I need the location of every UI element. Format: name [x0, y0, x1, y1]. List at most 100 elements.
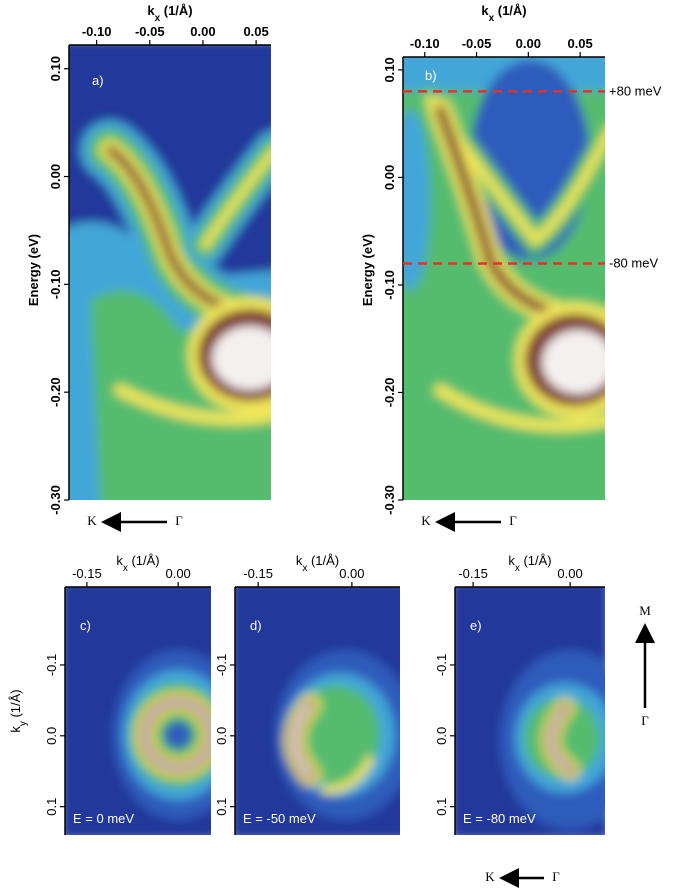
intensity [143, 700, 211, 770]
axis-title: Energy (eV) [26, 234, 41, 306]
x-tick-label: 0.00 [165, 566, 190, 581]
axis-title: Energy (eV) [360, 234, 375, 306]
axis-title-part: k [508, 553, 515, 568]
axis-title-part: k [481, 3, 489, 18]
plot-area [455, 587, 605, 835]
panel-label: b) [425, 68, 437, 83]
axis-title-part: k [116, 553, 123, 568]
axis-title: kx (1/Å) [481, 3, 526, 24]
y-tick-label: -0.1 [434, 654, 449, 676]
intensity-map [403, 57, 605, 500]
axis-title: kx (1/Å) [296, 553, 339, 574]
energy-label: E = -50 meV [243, 811, 316, 826]
direction-label: Γ [552, 869, 560, 884]
y-tick-label: -0.10 [382, 270, 397, 300]
intensity [542, 330, 605, 394]
axis-title-part: (1/Å) [160, 3, 193, 18]
direction-label: M [639, 603, 651, 618]
axis-title-part: (1/Å) [494, 3, 527, 18]
y-tick-label: -0.20 [382, 378, 397, 408]
y-tick-label: 0.0 [44, 727, 59, 745]
axis-title: kx (1/Å) [147, 3, 192, 24]
x-tick-label: 0.00 [557, 566, 582, 581]
energy-label: E = 0 meV [73, 811, 134, 826]
panel-label: d) [250, 618, 262, 633]
intensity [434, 384, 605, 432]
direction-label: Γ [175, 513, 183, 528]
y-tick-label: 0.0 [214, 727, 229, 745]
axis-title: kx (1/Å) [116, 553, 159, 574]
y-tick-label: 0.10 [48, 56, 63, 81]
intensity-map [65, 587, 211, 835]
axis-title: kx (1/Å) [508, 553, 551, 574]
intensity [292, 702, 313, 778]
y-tick-label: 0.1 [44, 798, 59, 816]
axis-title-part: x [489, 13, 495, 24]
plot-area [235, 587, 400, 835]
axis-title-part: k [296, 553, 303, 568]
intensity [321, 756, 374, 794]
y-tick-label: -0.30 [382, 485, 397, 515]
intensity [114, 384, 271, 426]
x-tick-label: -0.10 [410, 36, 440, 51]
intensity [200, 147, 271, 250]
intensity [403, 110, 430, 290]
axis-title-part: k [8, 726, 23, 733]
y-tick-label: -0.1 [214, 654, 229, 676]
panel-label: a) [92, 73, 104, 88]
y-tick-label: 0.10 [382, 57, 397, 82]
direction-label: Γ [509, 513, 517, 528]
direction-label: K [421, 513, 431, 528]
intensity [212, 326, 271, 390]
intensity [549, 706, 572, 772]
axis-title-part: k [147, 3, 155, 18]
x-tick-label: -0.10 [82, 24, 112, 39]
panel-label: c) [80, 618, 91, 633]
energy-label: E = -80 meV [463, 811, 536, 826]
axis-title-part: x [123, 563, 128, 574]
y-tick-label: -0.1 [44, 654, 59, 676]
direction-label: K [87, 513, 97, 528]
y-tick-label: -0.10 [48, 270, 63, 300]
axis-title-part: (1/Å) [8, 689, 23, 721]
y-tick-label: 0.0 [434, 727, 449, 745]
direction-label: K [485, 869, 495, 884]
y-tick-label: -0.20 [48, 377, 63, 407]
x-tick-label: 0.05 [243, 24, 268, 39]
intensity-map [455, 587, 605, 835]
axis-title: ky (1/Å) [8, 689, 29, 732]
x-tick-label: -0.05 [135, 24, 165, 39]
intensity [524, 698, 600, 778]
axis-title-part: x [302, 563, 307, 574]
y-tick-label: 0.00 [48, 164, 63, 189]
x-tick-label: -0.15 [72, 566, 102, 581]
intensity [164, 721, 192, 749]
axis-title-part: x [155, 13, 161, 24]
axis-title-part: x [515, 563, 520, 574]
plot-area [403, 57, 605, 500]
x-tick-label: 0.00 [339, 566, 364, 581]
y-tick-label: -0.30 [48, 485, 63, 515]
axis-title-part: y [18, 721, 29, 726]
intensity-map [235, 587, 400, 835]
x-tick-label: -0.15 [243, 566, 273, 581]
y-tick-label: 0.00 [382, 165, 397, 190]
x-tick-label: 0.00 [190, 24, 215, 39]
x-tick-label: 0.05 [567, 36, 592, 51]
hline-label: -80 meV [609, 255, 658, 270]
y-tick-label: 0.1 [434, 798, 449, 816]
x-tick-label: 0.00 [516, 36, 541, 51]
axis-title-part: (1/Å) [520, 553, 552, 568]
axis-title-part: (1/Å) [307, 553, 339, 568]
y-tick-label: 0.1 [214, 798, 229, 816]
axis-title-part: (1/Å) [128, 553, 160, 568]
plot-area [69, 45, 271, 500]
hline-label: +80 meV [609, 83, 662, 98]
x-tick-label: -0.15 [458, 566, 488, 581]
plot-area [65, 587, 211, 835]
x-tick-label: -0.05 [462, 36, 492, 51]
direction-label: Γ [641, 713, 649, 728]
intensity-map [69, 45, 271, 500]
panel-label: e) [470, 618, 482, 633]
